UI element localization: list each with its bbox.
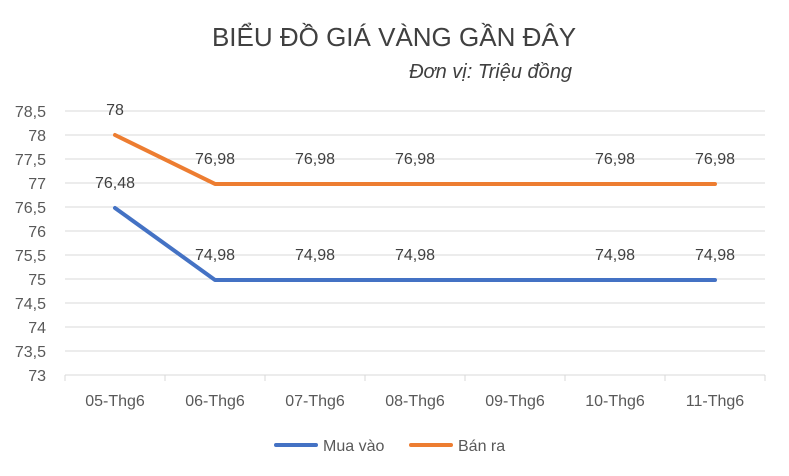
legend: Mua vào Bán ra: [274, 438, 505, 455]
y-tick-label: 73,5: [15, 344, 46, 361]
y-tick-label: 74,5: [15, 296, 46, 313]
x-tick-label: 09-Thg6: [485, 393, 545, 410]
data-label: 78: [106, 102, 124, 119]
y-tick-label: 75: [28, 272, 46, 289]
data-label: 76,98: [395, 151, 435, 168]
x-tick-label: 05-Thg6: [85, 393, 145, 410]
data-label: 76,98: [695, 151, 735, 168]
data-label: 76,98: [595, 151, 635, 168]
data-label: 76,98: [195, 151, 235, 168]
x-tick-label: 10-Thg6: [585, 393, 645, 410]
x-tick-label: 06-Thg6: [185, 393, 245, 410]
data-label: 74,98: [395, 247, 435, 264]
y-tick-label: 78,5: [15, 104, 46, 121]
y-tick-label: 77: [28, 176, 46, 193]
y-tick-label: 78: [28, 128, 46, 145]
data-label: 76,48: [95, 175, 135, 192]
y-tick-label: 76: [28, 224, 46, 241]
x-tick-label: 07-Thg6: [285, 393, 345, 410]
series-line: [113, 205, 717, 282]
data-labels: 76,48 74,98 74,98 74,98 74,98 74,98 78 76,98 76,…: [95, 102, 735, 264]
data-label: 74,98: [295, 247, 335, 264]
data-label: 76,98: [295, 151, 335, 168]
y-tick-label: 77,5: [15, 152, 46, 169]
chart-title: BIỂU ĐỒ GIÁ VÀNG GẦN ĐÂY: [212, 22, 576, 52]
data-label: 74,98: [195, 247, 235, 264]
data-label: 74,98: [595, 247, 635, 264]
legend-label: Mua vào: [323, 438, 384, 455]
y-axis: 73 73,5 74 74,5 75 75,5 76 76,5 77 77,5 78 78,5: [15, 104, 46, 385]
series-line: [113, 133, 717, 186]
data-label: 74,98: [695, 247, 735, 264]
y-tick-label: 76,5: [15, 200, 46, 217]
x-tick-label: 08-Thg6: [385, 393, 445, 410]
y-tick-label: 74: [28, 320, 46, 337]
x-tick-label: 11-Thg6: [686, 393, 745, 410]
y-tick-label: 75,5: [15, 248, 46, 265]
x-axis: 05-Thg6 06-Thg6 07-Thg6 08-Thg6 09-Thg6 10-Th…: [64, 375, 766, 410]
chart-subtitle: Đơn vị: Triệu đồng: [409, 61, 572, 83]
y-tick-label: 73: [28, 368, 46, 385]
series-lines: [113, 133, 717, 282]
legend-label: Bán ra: [458, 438, 505, 455]
